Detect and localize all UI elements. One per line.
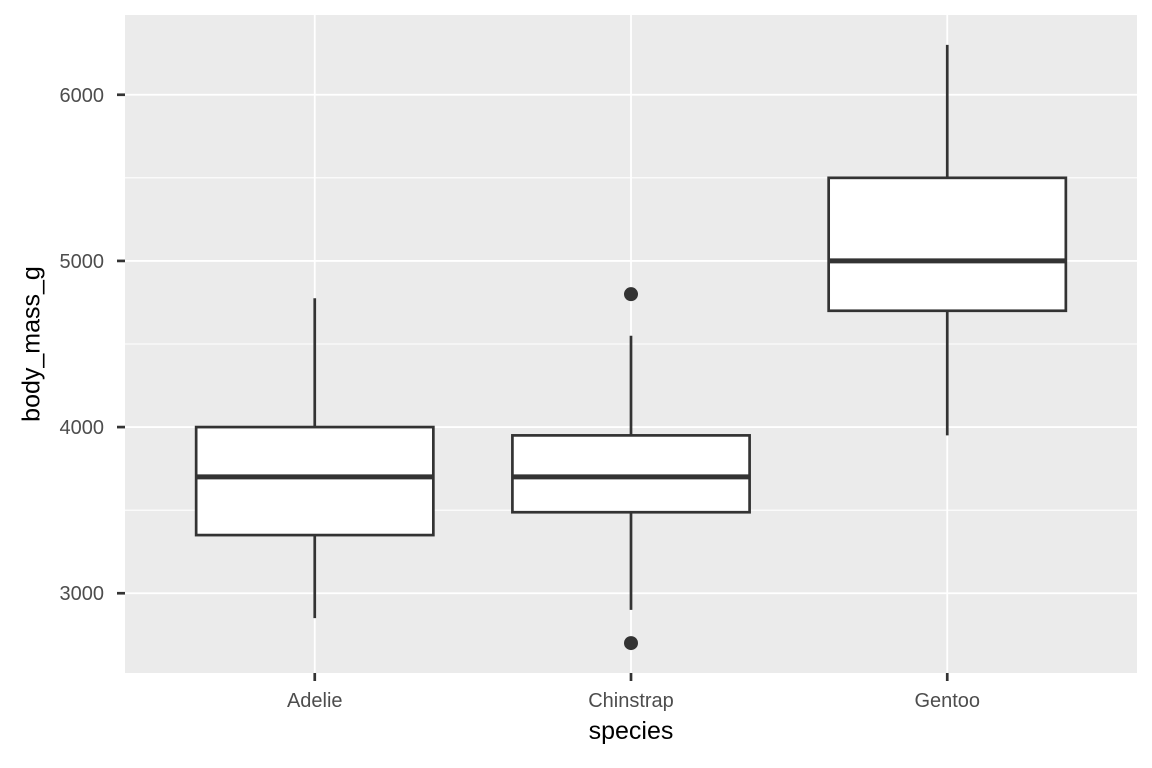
outlier-point (624, 636, 638, 651)
x-axis-title: species (588, 717, 674, 745)
boxplot-adelie (194, 298, 435, 619)
y-tick-label: 5000 (60, 251, 105, 273)
outlier-point (624, 287, 638, 302)
x-tick-label: Adelie (287, 690, 343, 712)
x-tick-label: Chinstrap (588, 690, 674, 712)
boxplot-chinstrap (511, 287, 751, 651)
iqr-box (827, 176, 1068, 313)
y-tick-label: 4000 (60, 417, 105, 439)
y-tick-label: 6000 (60, 85, 105, 107)
iqr-box (194, 425, 435, 537)
iqr-box (511, 434, 751, 514)
x-tick-label: Gentoo (914, 690, 980, 712)
y-axis-title: body_mass_g (17, 266, 46, 422)
y-tick-label: 3000 (60, 583, 105, 605)
boxplot-gentoo (827, 44, 1068, 436)
